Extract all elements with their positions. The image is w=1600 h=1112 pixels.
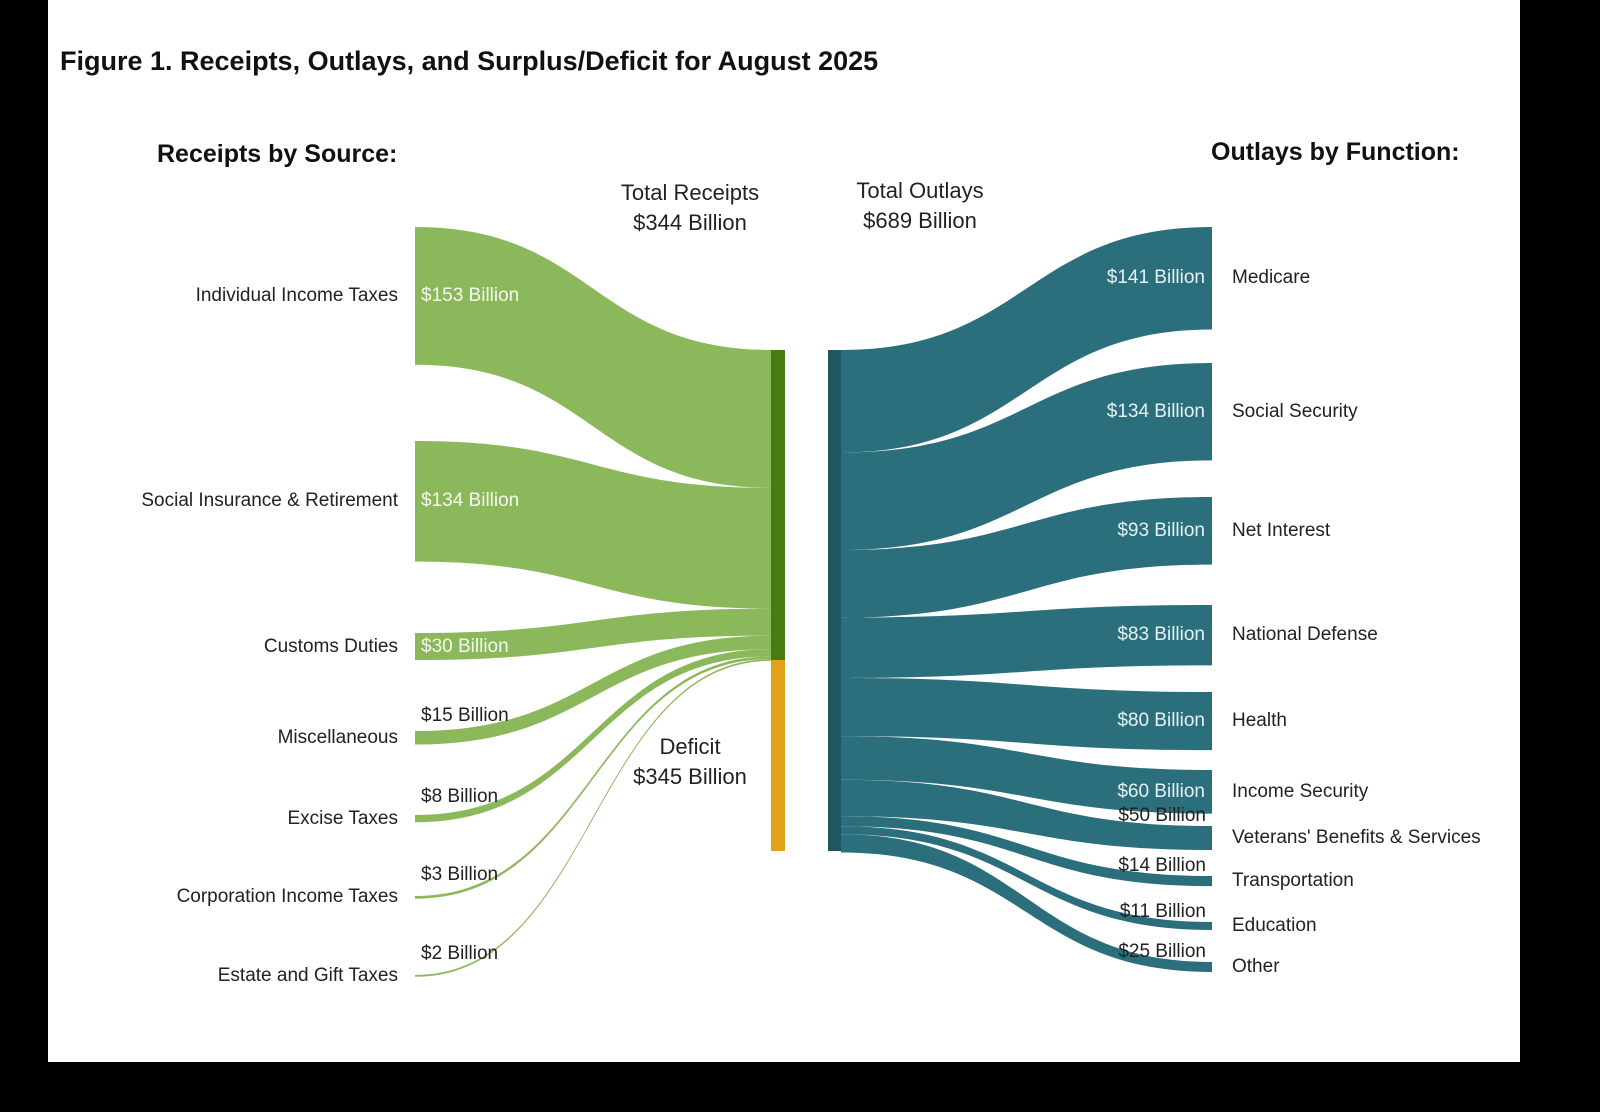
receipt-name-label: Miscellaneous bbox=[277, 726, 398, 748]
receipt-name-label: Customs Duties bbox=[263, 635, 398, 657]
total-receipts-title: Total Receipts bbox=[620, 180, 760, 205]
outlay-value-label: $83 Billion bbox=[1117, 624, 1205, 646]
outlay-name-label: Income Security bbox=[1232, 780, 1369, 802]
outlay-name-label: Other bbox=[1232, 956, 1280, 977]
outlay-name-label: Education bbox=[1232, 914, 1317, 936]
outlay-flow bbox=[841, 363, 1212, 550]
receipt-name-label: Corporation Income Taxes bbox=[176, 886, 398, 908]
outlay-value-label: $50 Billion bbox=[1118, 805, 1206, 826]
outlay-value-label: $14 Billion bbox=[1118, 855, 1206, 876]
receipts-heading: Receipts by Source: bbox=[157, 140, 398, 168]
outlay-name-label: Medicare bbox=[1232, 267, 1311, 289]
chart-title: Figure 1. Receipts, Outlays, and Surplus… bbox=[60, 46, 879, 76]
outlay-name-label: Veterans' Benefits & Services bbox=[1232, 827, 1481, 848]
deficit-label: Deficit $345 Billion bbox=[590, 732, 790, 792]
outlay-flow bbox=[841, 497, 1212, 618]
receipt-value-label: $15 Billion bbox=[421, 704, 509, 726]
receipt-name-label: Individual Income Taxes bbox=[195, 284, 398, 306]
outlay-value-label: $80 Billion bbox=[1117, 710, 1205, 732]
total-receipts-value: $344 Billion bbox=[633, 210, 747, 235]
receipt-flow bbox=[415, 649, 771, 823]
outlay-name-label: Transportation bbox=[1232, 870, 1354, 892]
outlay-value-label: $25 Billion bbox=[1118, 941, 1206, 962]
receipt-name-label: Social Insurance & Retirement bbox=[141, 490, 398, 512]
receipt-flow bbox=[415, 635, 771, 745]
outlay-value-label: $93 Billion bbox=[1117, 519, 1205, 541]
outlay-name-label: Net Interest bbox=[1232, 519, 1331, 541]
outlay-flow bbox=[841, 779, 1212, 850]
outlay-flow bbox=[841, 605, 1212, 678]
receipt-flow bbox=[415, 659, 771, 977]
receipt-flow bbox=[415, 656, 771, 899]
total-receipts-bar bbox=[771, 350, 785, 660]
receipt-value-label: $153 Billion bbox=[421, 284, 520, 306]
outlay-value-label: $134 Billion bbox=[1106, 400, 1205, 422]
total-outlays-label: Total Outlays $689 Billion bbox=[820, 176, 1020, 236]
receipt-value-label: $8 Billion bbox=[421, 785, 499, 807]
receipt-value-label: $30 Billion bbox=[421, 635, 509, 657]
outlay-name-label: Social Security bbox=[1232, 400, 1358, 422]
outlay-value-label: $141 Billion bbox=[1106, 267, 1205, 289]
deficit-bar bbox=[771, 660, 785, 851]
receipt-name-label: Excise Taxes bbox=[287, 807, 398, 829]
outlay-flow bbox=[841, 816, 1212, 887]
total-outlays-bar bbox=[828, 350, 841, 851]
outlays-heading: Outlays by Function: bbox=[1211, 138, 1460, 166]
receipt-flow bbox=[415, 608, 771, 660]
outlay-flow bbox=[841, 834, 1212, 972]
total-outlays-title: Total Outlays bbox=[856, 178, 984, 203]
receipt-flow bbox=[415, 441, 771, 609]
outlay-name-label: Health bbox=[1232, 710, 1287, 732]
outlay-flow bbox=[841, 227, 1212, 453]
receipt-value-label: $3 Billion bbox=[421, 864, 499, 886]
receipt-value-label: $134 Billion bbox=[421, 490, 520, 512]
deficit-title: Deficit bbox=[659, 734, 721, 759]
total-outlays-value: $689 Billion bbox=[863, 208, 977, 233]
outlay-flow bbox=[841, 826, 1212, 930]
deficit-value: $345 Billion bbox=[633, 764, 747, 789]
outlay-flow bbox=[841, 736, 1212, 814]
outlay-name-label: National Defense bbox=[1232, 624, 1378, 646]
receipt-value-label: $2 Billion bbox=[421, 942, 499, 964]
total-receipts-label: Total Receipts $344 Billion bbox=[590, 178, 790, 238]
outlay-flow bbox=[841, 677, 1212, 751]
receipt-name-label: Estate and Gift Taxes bbox=[217, 964, 398, 986]
outlay-value-label: $60 Billion bbox=[1117, 780, 1205, 802]
outlay-value-label: $11 Billion bbox=[1119, 901, 1206, 922]
receipt-flow bbox=[415, 227, 771, 488]
